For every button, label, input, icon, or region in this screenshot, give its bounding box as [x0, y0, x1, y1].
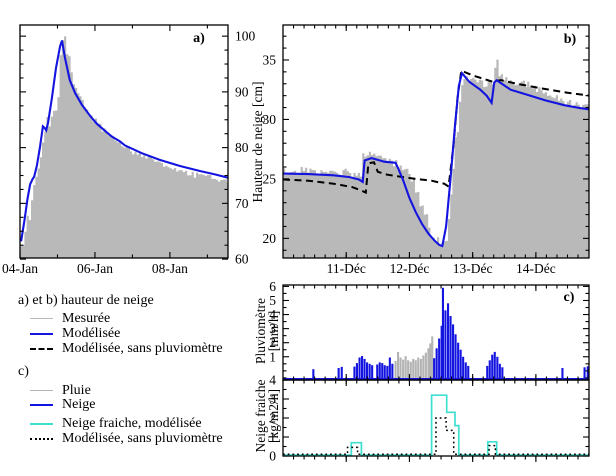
y-tick-label: 2 [269, 411, 276, 426]
y-tick-label: 60 [235, 252, 249, 267]
mesuree-area [20, 36, 228, 258]
panel-a-letter: a) [193, 31, 205, 46]
black-dotted-sample [30, 437, 53, 440]
panel-b-series [283, 59, 589, 258]
blue-line-sample [30, 332, 53, 335]
modelisee-line [283, 70, 589, 248]
y-tick-label: 4 [269, 373, 276, 388]
black-dashed-sample [30, 347, 53, 350]
legend-item-label: Neige fraiche, modélisée [62, 415, 202, 431]
panel-c-letter: c) [563, 290, 575, 305]
y-axis-unit-pluviometre: [mm/h] [266, 310, 281, 352]
y-tick-label: 5 [269, 293, 276, 308]
y-tick-label: 6 [269, 279, 276, 294]
y-tick-label: 100 [235, 29, 256, 44]
y-tick-label: 3 [269, 321, 276, 336]
panel-a-frame [19, 24, 229, 259]
y-tick-label: 0 [269, 449, 276, 464]
x-tick-label: 14-Déc [516, 261, 556, 276]
gray-line-sample [30, 318, 53, 319]
y-axis-title-snow-height: Hauteur de neige [cm] [250, 81, 265, 203]
y-axis-unit-fresh-snow: [kg/m2/h] [266, 389, 281, 443]
panel-b-letter: b) [563, 32, 577, 47]
neige-fraiche-modelisee-steps [283, 394, 589, 456]
panel-a-series [20, 36, 228, 258]
neige-bars [312, 287, 589, 380]
legend-item-neige: Neige [30, 397, 95, 412]
y-tick-label: 25 [263, 171, 277, 186]
y-tick-label: 90 [235, 84, 249, 99]
y-tick-label: 20 [263, 231, 277, 246]
panel-b-frame [282, 24, 590, 259]
gray-line-sample [30, 390, 53, 391]
y-tick-label: 35 [263, 53, 277, 68]
y-tick-label: 3 [269, 392, 276, 407]
y-tick-label: 1 [269, 430, 276, 445]
legend-item-label: Pluie [62, 382, 91, 398]
y-tick-label: 2 [269, 335, 276, 350]
legend-item-neige-fraiche-modelisee: Neige fraiche, modélisée [30, 416, 202, 431]
legend-item-modelisee: Modélisée [30, 326, 120, 341]
x-tick-label: 04-Jan [2, 261, 38, 276]
legend-item-label: Neige [62, 396, 96, 412]
x-tick-label: 12-Déc [390, 261, 430, 276]
legend-header-ab: a) et b) hauteur de neige [18, 293, 154, 308]
x-tick-label: 13-Déc [453, 261, 493, 276]
y-tick-label: 1 [269, 349, 276, 364]
legend-item-modelisee-sans-pluviometre-c: Modélisée, sans pluviomètre [30, 431, 223, 446]
modelisee-sans-pluvio-line [283, 69, 589, 195]
legend-item-label: Modélisée [62, 325, 121, 341]
pluie-bars [394, 336, 434, 380]
modelisee-sans-pluvio-steps [283, 417, 589, 456]
legend-item-label: Modélisée, sans pluviomètre [62, 430, 223, 446]
x-tick-label: 06-Jan [77, 261, 113, 276]
legend-item-mesuree: Mesurée [30, 311, 110, 326]
y-tick-label: 70 [235, 196, 249, 211]
blue-line-sample [30, 403, 53, 406]
cyan-line-sample [30, 422, 53, 425]
x-tick-label: 11-Déc [327, 261, 366, 276]
y-tick-label: 4 [269, 307, 276, 322]
panel-c_bot-series [283, 394, 589, 456]
panel-c_top-series [283, 287, 589, 380]
x-tick-label: 08-Jan [152, 261, 188, 276]
y-tick-label: 80 [235, 140, 249, 155]
legend-header-c: c) [18, 364, 29, 379]
legend-item-pluie: Pluie [30, 383, 91, 398]
legend-item-label: Modélisée, sans pluviomètre [62, 340, 223, 356]
legend-item-modelisee-sans-pluviometre: Modélisée, sans pluviomètre [30, 341, 223, 356]
modelisee-line [20, 40, 228, 242]
y-tick-label: 30 [263, 112, 277, 127]
legend-item-label: Mesurée [62, 310, 111, 326]
mesuree-area [283, 59, 589, 258]
